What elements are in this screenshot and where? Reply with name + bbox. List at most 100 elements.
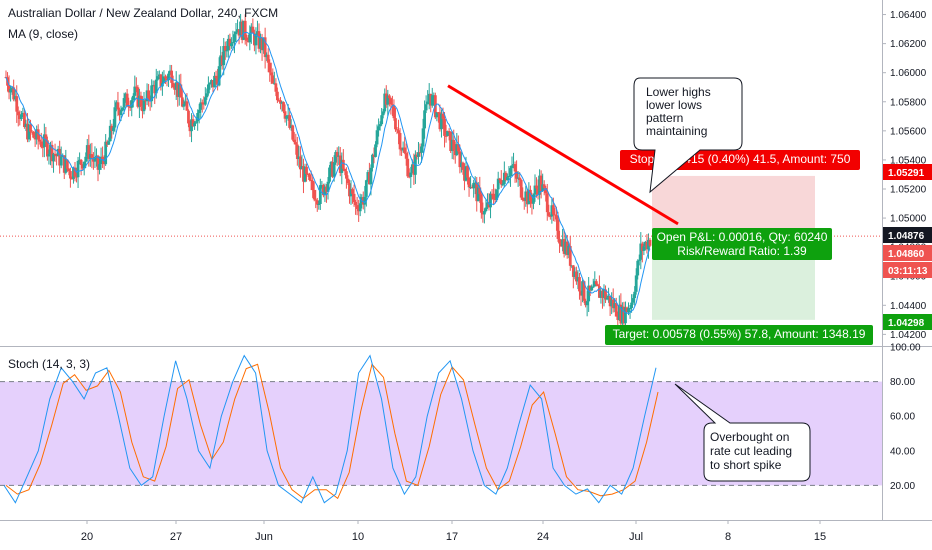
candle-body <box>272 83 276 85</box>
ma-line <box>5 31 651 315</box>
candle-body <box>96 155 100 170</box>
candle-body <box>164 76 167 79</box>
candle-body <box>326 181 330 192</box>
candle-body <box>323 186 327 196</box>
candle-body <box>33 137 37 140</box>
candle-body <box>253 33 256 46</box>
candle-body <box>13 96 17 100</box>
candle-body <box>260 37 264 51</box>
candle-body <box>39 141 43 147</box>
candle-body <box>337 155 341 157</box>
candle-body <box>179 84 183 98</box>
candle-body <box>633 291 637 299</box>
candle-body <box>107 141 111 145</box>
candle-body <box>162 76 166 84</box>
candle-body <box>113 107 117 128</box>
candle-body <box>131 95 135 101</box>
candle-body <box>490 193 494 195</box>
candle-body <box>415 154 419 157</box>
candle-body <box>151 84 155 86</box>
candle-body <box>263 37 267 58</box>
candle-body <box>426 101 430 105</box>
candle-body <box>29 124 32 132</box>
countdown-tag: 03:11:13 <box>888 266 928 277</box>
candle-body <box>9 89 12 93</box>
ma-label: MA (9, close) <box>8 27 79 41</box>
candle-body <box>427 93 431 102</box>
candle-body <box>308 174 311 180</box>
candle-body <box>599 291 603 298</box>
candle-body <box>53 153 57 155</box>
candle-body <box>587 285 591 302</box>
candle-body <box>234 31 238 35</box>
price-tick-label: 1.06000 <box>890 68 927 79</box>
candle-body <box>478 187 482 195</box>
stoch-tick-label: 100.00 <box>890 343 921 354</box>
candle-body <box>139 95 143 107</box>
candle-body <box>383 93 387 112</box>
candle-body <box>311 180 315 191</box>
callout-price-text: maintaining <box>646 124 707 138</box>
candle-body <box>338 155 342 173</box>
candle-body <box>176 82 180 97</box>
candle-body <box>101 156 104 160</box>
candle-body <box>200 102 204 104</box>
candle-body <box>631 298 635 303</box>
stoch-k-line <box>3 354 657 504</box>
candle-body <box>7 85 11 93</box>
candle-body <box>561 239 564 247</box>
candle-body <box>134 86 138 88</box>
candle-body <box>645 241 649 250</box>
candle-body <box>487 202 491 208</box>
candle-body <box>418 152 422 154</box>
candle-body <box>489 193 492 208</box>
candle-body <box>127 106 131 108</box>
candle-body <box>128 106 132 108</box>
candle-body <box>341 159 345 169</box>
candle-body <box>297 156 301 159</box>
candle-body <box>249 26 253 34</box>
candle-body <box>374 144 377 157</box>
target-label-box <box>605 325 873 345</box>
candle-body <box>266 54 270 63</box>
candle-body <box>605 297 609 300</box>
candle-body <box>332 162 336 177</box>
candle-body <box>340 159 344 173</box>
candle-body <box>211 80 215 88</box>
candle-body <box>59 156 63 166</box>
candle-body <box>230 43 233 47</box>
stoch-d-line <box>5 363 659 500</box>
candle-body <box>165 78 169 81</box>
candle-body <box>568 245 572 266</box>
candle-body <box>194 121 198 123</box>
candle-body <box>23 112 26 127</box>
candle-body <box>564 241 568 254</box>
candle-body <box>495 189 499 201</box>
candle-body <box>562 239 566 254</box>
candle-body <box>18 115 22 119</box>
candle-body <box>147 90 150 101</box>
callout-price-text: Lower highs <box>646 85 711 99</box>
candle-body <box>527 189 531 205</box>
candle-body <box>596 284 600 287</box>
candle-body <box>504 172 508 181</box>
candle-body <box>460 162 463 168</box>
candle-body <box>372 154 376 157</box>
candle-body <box>245 37 249 41</box>
candle-body <box>90 154 94 158</box>
candle-body <box>138 95 141 107</box>
candle-body <box>380 115 384 125</box>
open-pl-label-text: Open P&L: 0.00016, Qty: 60240 <box>657 230 828 244</box>
candle-body <box>203 97 207 105</box>
candle-body <box>573 271 577 277</box>
candle-body <box>228 38 232 47</box>
candle-body <box>647 239 650 250</box>
target-price-tag: 1.04298 <box>888 318 925 329</box>
candle-body <box>398 132 402 150</box>
candle-body <box>331 161 334 177</box>
entry-price-tag: 1.04860 <box>888 249 925 260</box>
candle-body <box>578 277 581 292</box>
candle-body <box>407 176 411 178</box>
candle-body <box>184 101 187 104</box>
